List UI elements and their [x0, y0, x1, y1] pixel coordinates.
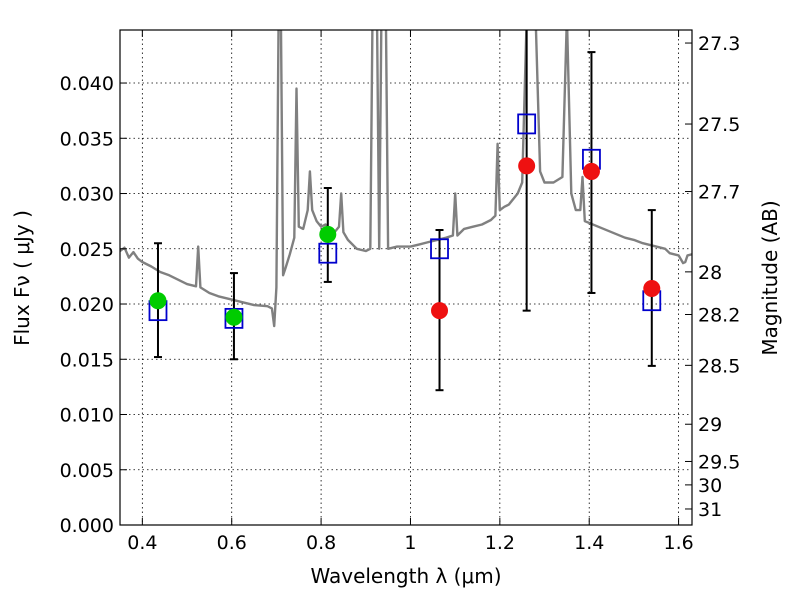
plot-frame	[119, 29, 693, 526]
detection-point	[149, 292, 167, 310]
model-spectrum-line	[120, 30, 692, 328]
x-tick-label: 0.6	[217, 532, 247, 554]
right-tick-label: 27.7	[698, 182, 740, 204]
model-flux-square	[430, 238, 449, 260]
detection-point	[225, 308, 243, 326]
non-detection-point	[431, 302, 449, 320]
non-detection-point	[582, 162, 600, 180]
x-tick-label: 1.4	[574, 532, 604, 554]
right-tick-label: 28	[698, 262, 722, 284]
y-axis-label-text: Flux Fν ( μJy )	[10, 210, 34, 346]
right-tick-label: 28.5	[698, 355, 740, 377]
x-tick-label: 1.2	[485, 532, 515, 554]
non-detection-point	[518, 157, 536, 175]
right-tick-label: 27.3	[698, 33, 740, 55]
x-tick-label: 1	[404, 532, 416, 554]
y-tick-label: 0.000	[60, 515, 114, 537]
markers	[148, 113, 662, 329]
y-tick-label: 0.020	[60, 294, 114, 316]
y-tick-label: 0.010	[60, 405, 114, 427]
right-tick-label: 29.5	[698, 451, 740, 473]
non-detection-point	[643, 280, 661, 298]
model-flux-square	[318, 242, 338, 264]
y-axis-label: Flux Fν ( μJy )	[10, 210, 34, 346]
x-tick-label: 1.6	[663, 532, 693, 554]
x-tick-label: 0.8	[306, 532, 336, 554]
x-tick-label: 0.4	[127, 532, 157, 554]
right-axis-label: Magnitude (AB)	[758, 200, 782, 355]
x-axis-label: Wavelength λ (μm)	[310, 564, 501, 588]
right-tick-label: 29	[698, 414, 722, 436]
right-tick-label: 30	[698, 475, 722, 497]
plot-area	[120, 30, 692, 328]
y-tick-label: 0.030	[60, 184, 114, 206]
right-tick-label: 27.5	[698, 114, 740, 136]
right-axis-label-text: Magnitude (AB)	[758, 200, 782, 355]
grid	[120, 30, 692, 526]
model-flux-square	[517, 113, 537, 135]
right-tick-label: 28.2	[698, 305, 740, 327]
y-tick-label: 0.005	[60, 460, 114, 482]
detection-point	[319, 225, 337, 243]
x-axis-label-text: Wavelength λ (μm)	[310, 564, 501, 588]
y-tick-label: 0.015	[60, 349, 114, 371]
right-tick-label: 31	[698, 499, 722, 521]
axes: 0.4 0.6 0.8 1 1.2 1.4 1.6 0.000 0.005 0.010 0.015 0…	[60, 30, 740, 554]
y-tick-label: 0.035	[60, 128, 114, 150]
y-tick-label: 0.025	[60, 239, 114, 261]
y-tick-label: 0.040	[60, 73, 114, 95]
